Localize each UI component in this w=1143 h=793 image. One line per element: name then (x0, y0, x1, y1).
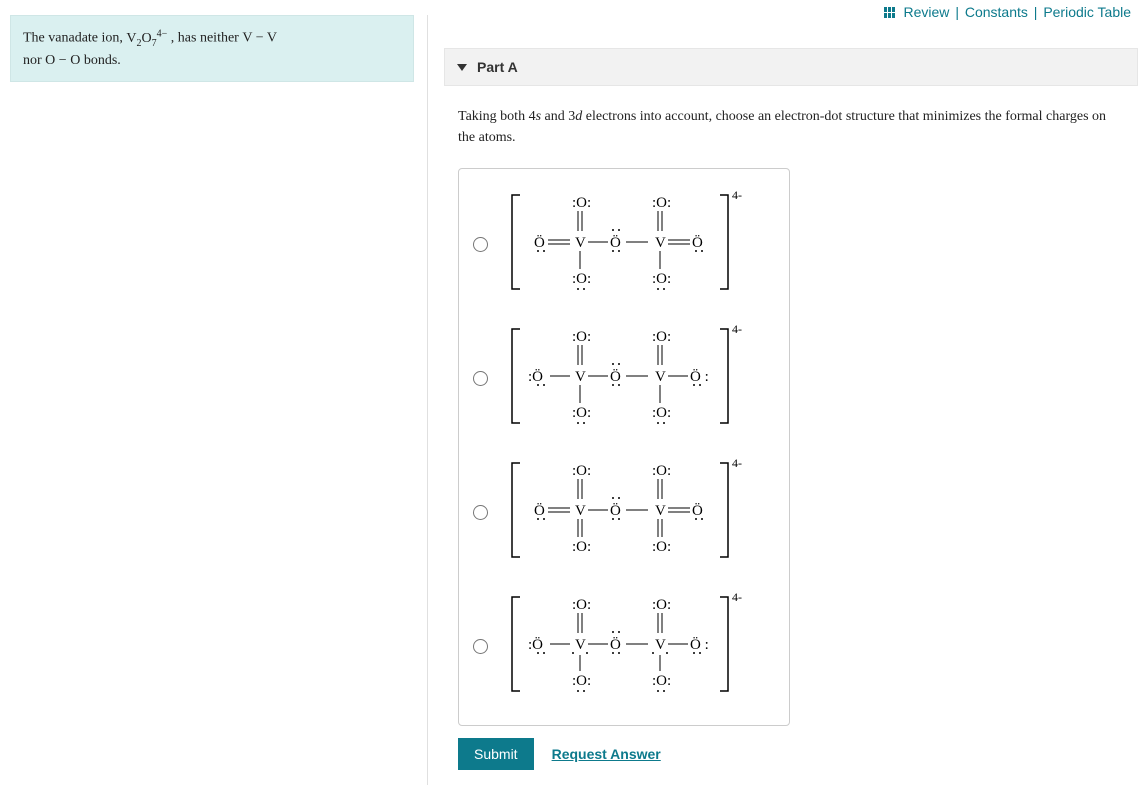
svg-text::O:: :O: (572, 463, 591, 479)
svg-text:V: V (575, 503, 586, 519)
request-answer-link[interactable]: Request Answer (552, 746, 661, 762)
svg-text::O:: :O: (572, 405, 591, 421)
lewis-structure-b: 4- :O::O: :Ö V Ö V Ö : (500, 319, 775, 433)
hint-bond: O − O (45, 53, 80, 68)
option-radio-c[interactable] (473, 505, 488, 520)
option-row: 4- :O::O: Ö V Ö (473, 179, 775, 313)
svg-text:V: V (575, 235, 586, 251)
hint-text: , has neither (167, 31, 242, 46)
review-link[interactable]: Review (904, 4, 950, 20)
option-radio-b[interactable] (473, 371, 488, 386)
svg-text::O:: :O: (572, 195, 591, 211)
option-radio-d[interactable] (473, 639, 488, 654)
lewis-structure-d: 4- :O::O: :Ö V Ö V (500, 587, 775, 701)
grid-icon (884, 7, 896, 19)
svg-text::O:: :O: (572, 539, 591, 555)
question-text: Taking both 4s and 3d electrons into acc… (444, 86, 1138, 162)
option-row: 4- :O::O: Ö V Ö V Ö (473, 447, 775, 581)
svg-text:V: V (655, 369, 666, 385)
svg-text:4-: 4- (732, 322, 742, 336)
svg-text::Ö: :Ö (528, 368, 543, 385)
submit-button[interactable]: Submit (458, 738, 534, 770)
lewis-structure-c: 4- :O::O: Ö V Ö V Ö (500, 453, 775, 567)
svg-text:Ö: Ö (534, 502, 545, 519)
svg-text::O:: :O: (652, 405, 671, 421)
svg-text:Ö: Ö (692, 502, 703, 519)
option-row: 4- :O::O: :Ö V Ö V Ö : (473, 313, 775, 447)
part-label: Part A (477, 59, 518, 75)
svg-text::O:: :O: (652, 463, 671, 479)
svg-text::O:: :O: (652, 195, 671, 211)
svg-text::O:: :O: (652, 329, 671, 345)
option-radio-a[interactable] (473, 237, 488, 252)
hint-box: The vanadate ion, V2O74− , has neither V… (10, 15, 414, 82)
svg-text::O:: :O: (572, 271, 591, 287)
svg-text:Ö: Ö (534, 234, 545, 251)
svg-text:Ö: Ö (610, 636, 621, 653)
part-header[interactable]: Part A (444, 48, 1138, 86)
svg-text::O:: :O: (572, 329, 591, 345)
hint-bond: V − V (242, 31, 277, 46)
svg-text:Ö: Ö (610, 234, 621, 251)
svg-text::O:: :O: (572, 673, 591, 689)
periodic-table-link[interactable]: Periodic Table (1043, 4, 1131, 20)
svg-text::Ö: :Ö (528, 636, 543, 653)
hint-text: The vanadate ion, (23, 31, 126, 46)
hint-text: nor (23, 53, 45, 68)
svg-text::O:: :O: (572, 597, 591, 613)
lewis-structure-a: 4- :O::O: Ö V Ö (500, 185, 775, 299)
svg-text:Ö :: Ö : (690, 368, 709, 385)
svg-text::O:: :O: (652, 539, 671, 555)
svg-text:V: V (655, 235, 666, 251)
svg-text:Ö :: Ö : (690, 636, 709, 653)
svg-text:4-: 4- (732, 456, 742, 470)
svg-text:V: V (655, 503, 666, 519)
svg-text:Ö: Ö (610, 502, 621, 519)
link-divider: | (953, 4, 961, 20)
svg-text:Ö: Ö (610, 368, 621, 385)
options-panel: 4- :O::O: Ö V Ö (458, 168, 790, 726)
top-links: Review | Constants | Periodic Table (884, 4, 1131, 20)
link-divider: | (1032, 4, 1040, 20)
divider-vertical (427, 15, 428, 785)
actions-bar: Submit Request Answer (458, 738, 1124, 770)
svg-text:V: V (655, 637, 666, 653)
svg-text::O:: :O: (652, 271, 671, 287)
svg-text:4-: 4- (732, 590, 742, 604)
svg-text:Ö: Ö (692, 234, 703, 251)
option-row: 4- :O::O: :Ö V Ö V (473, 581, 775, 715)
svg-text:V: V (575, 369, 586, 385)
svg-text::O:: :O: (652, 597, 671, 613)
svg-text::O:: :O: (652, 673, 671, 689)
main-panel: Part A Taking both 4s and 3d electrons i… (444, 48, 1138, 778)
hint-formula: V2O74− (126, 31, 167, 46)
constants-link[interactable]: Constants (965, 4, 1028, 20)
svg-text:V: V (575, 637, 586, 653)
svg-text:4-: 4- (732, 188, 742, 202)
hint-text: bonds. (80, 53, 120, 68)
caret-down-icon (457, 64, 467, 71)
